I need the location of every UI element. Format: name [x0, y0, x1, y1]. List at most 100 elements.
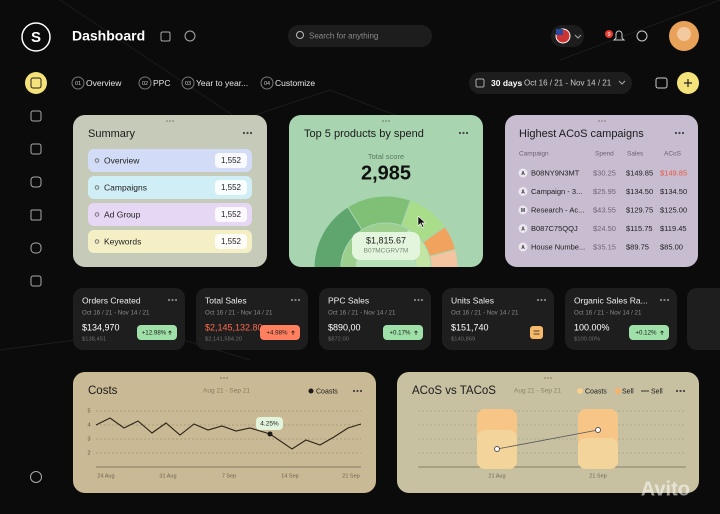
nav-icon[interactable]	[30, 242, 42, 254]
summary-item[interactable]	[88, 203, 252, 226]
menu-dot[interactable]	[167, 298, 171, 302]
item-bullet	[94, 239, 100, 244]
tab-number-ring[interactable]	[260, 76, 274, 90]
nav-icon[interactable]	[30, 143, 42, 155]
card-title: Top 5 products by spend	[304, 128, 424, 140]
item-value-pill	[215, 180, 247, 195]
table-cell: $119.45	[660, 224, 687, 233]
tab-number-ring[interactable]	[71, 76, 85, 90]
tab-number: 04	[264, 81, 270, 87]
date-period: 30 days	[491, 78, 522, 88]
item-value: 1,552	[221, 183, 242, 192]
menu-dot[interactable]	[659, 298, 663, 302]
nav-icon[interactable]	[30, 110, 42, 122]
kpi-value: $151,740	[451, 322, 489, 332]
menu-dot[interactable]	[679, 389, 682, 393]
card-title: Highest ACoS campaigns	[519, 128, 644, 140]
nav-icon[interactable]	[30, 471, 42, 483]
table-cell: $85.00	[660, 242, 683, 251]
x-tick-label: 21 Sep	[589, 473, 606, 479]
table-cell: Research - Ac...	[531, 205, 584, 214]
logo-letter: S	[31, 29, 41, 46]
tab-label: PPC	[153, 78, 170, 88]
date-range[interactable]	[469, 72, 632, 94]
trend-point	[595, 427, 601, 433]
menu-dot[interactable]	[246, 131, 249, 135]
summary-item[interactable]	[88, 149, 252, 172]
item-value: 1,552	[221, 156, 242, 165]
bell-icon[interactable]	[612, 30, 626, 41]
menu-dot[interactable]	[681, 131, 685, 135]
menu-dot[interactable]	[420, 298, 424, 302]
search-box[interactable]	[288, 25, 432, 47]
summary-item[interactable]	[88, 230, 252, 253]
drag-handle	[604, 120, 606, 122]
menu-dot[interactable]	[675, 389, 679, 393]
menu-dot[interactable]	[458, 131, 462, 135]
tab-number-ring[interactable]	[181, 76, 195, 90]
card-range: Aug 21 - Sep 21	[203, 388, 250, 395]
kpi-previous: $2,141,584.20	[205, 337, 242, 343]
tab-number-ring[interactable]	[138, 76, 152, 90]
kpi-range: Oct 16 / 21 - Nov 14 / 21	[574, 310, 642, 317]
menu-dot[interactable]	[174, 298, 178, 302]
menu-dot[interactable]	[413, 298, 417, 302]
logo[interactable]	[21, 22, 51, 52]
x-tick-label: 14 Sep	[281, 473, 298, 479]
menu-dot[interactable]	[290, 298, 294, 302]
nav-icon[interactable]	[30, 275, 42, 287]
acos-tacos-card	[397, 372, 699, 493]
menu-dot[interactable]	[543, 298, 547, 302]
card-title: Costs	[88, 385, 118, 397]
column-header: Campaign	[519, 151, 549, 158]
row-icon-letter: A	[521, 226, 525, 232]
drag-handle	[601, 120, 603, 122]
search-icon	[296, 31, 304, 39]
menu-dot[interactable]	[682, 389, 686, 393]
table-cell: $149.85	[660, 168, 687, 177]
menu-dot[interactable]	[249, 131, 253, 135]
menu-dot[interactable]	[462, 131, 465, 135]
nav-icon[interactable]	[30, 209, 42, 221]
notification-count: 9	[607, 32, 610, 38]
row-icon-letter: M	[521, 208, 525, 214]
summary-item[interactable]	[88, 176, 252, 199]
menu-dot[interactable]	[352, 389, 356, 393]
menu-dot[interactable]	[540, 298, 543, 302]
menu-dot[interactable]	[663, 298, 666, 302]
menu-dot[interactable]	[171, 298, 174, 302]
kpi-change: +0.17%	[389, 330, 411, 337]
help-icon[interactable]	[184, 30, 196, 42]
costs-card	[73, 372, 376, 493]
drag-handle	[166, 120, 168, 122]
table-cell: $129.75	[626, 205, 653, 214]
chat-icon[interactable]	[636, 30, 648, 42]
menu-dot[interactable]	[666, 298, 670, 302]
menu-dot[interactable]	[678, 131, 681, 135]
item-label: Keywords	[104, 236, 141, 246]
costs-point[interactable]	[267, 431, 273, 437]
column-header: Sales	[627, 151, 644, 158]
menu-dot[interactable]	[465, 131, 469, 135]
menu-dot[interactable]	[294, 298, 297, 302]
nav-icon[interactable]	[30, 176, 42, 188]
video-icon[interactable]	[160, 31, 171, 42]
menu-dot[interactable]	[359, 389, 363, 393]
table-cell: $115.75	[626, 224, 653, 233]
tab-label: Customize	[275, 78, 315, 88]
kpi-range: Oct 16 / 21 - Nov 14 / 21	[328, 310, 396, 317]
nav-active[interactable]	[25, 72, 47, 94]
menu-dot[interactable]	[536, 298, 540, 302]
menu-dot[interactable]	[356, 389, 359, 393]
kpi-previous: $100.00%	[574, 337, 600, 343]
drag-handle	[226, 377, 228, 379]
menu-dot[interactable]	[297, 298, 301, 302]
avatar-face	[677, 27, 691, 41]
menu-dot[interactable]	[417, 298, 420, 302]
x-tick-label: 31 Aug	[159, 473, 176, 479]
menu-dot[interactable]	[242, 131, 246, 135]
kpi-title: Orders Created	[82, 295, 141, 305]
menu-dot[interactable]	[674, 131, 678, 135]
folder-icon[interactable]	[655, 77, 668, 89]
table-cell: House Numbe...	[531, 242, 585, 251]
